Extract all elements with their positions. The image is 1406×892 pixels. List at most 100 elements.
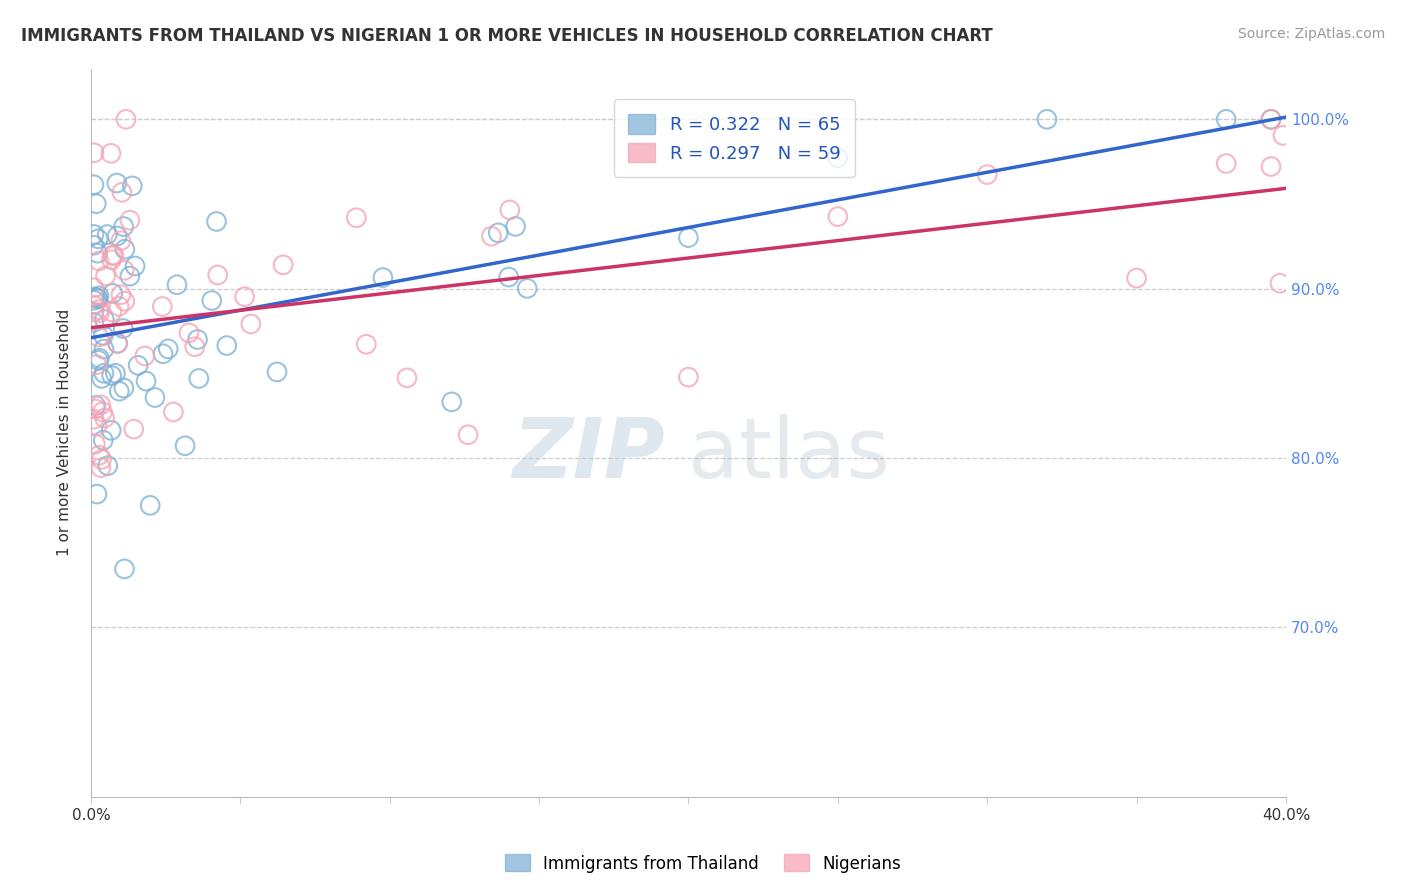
Point xyxy=(89,306,111,320)
Point xyxy=(150,300,173,314)
Point xyxy=(94,268,117,283)
Point xyxy=(356,337,378,351)
Point xyxy=(1215,112,1237,127)
Point xyxy=(201,293,224,308)
Point xyxy=(105,229,128,244)
Point xyxy=(110,287,132,301)
Point xyxy=(93,342,115,356)
Point xyxy=(86,487,108,501)
Point xyxy=(83,293,105,308)
Point xyxy=(481,229,503,244)
Point xyxy=(84,399,107,413)
Point xyxy=(395,371,418,385)
Point xyxy=(87,289,110,303)
Point xyxy=(86,246,108,260)
Point xyxy=(86,196,108,211)
Text: ZIP: ZIP xyxy=(512,414,665,495)
Point xyxy=(371,270,394,285)
Point xyxy=(86,419,108,434)
Point xyxy=(86,358,108,372)
Point xyxy=(266,365,288,379)
Legend: Immigrants from Thailand, Nigerians: Immigrants from Thailand, Nigerians xyxy=(498,847,908,880)
Point xyxy=(1215,156,1237,170)
Point xyxy=(516,281,538,295)
Point xyxy=(93,411,115,425)
Point xyxy=(118,213,141,227)
Point xyxy=(100,252,122,267)
Point xyxy=(118,269,141,284)
Y-axis label: 1 or more Vehicles in Household: 1 or more Vehicles in Household xyxy=(58,309,72,557)
Point xyxy=(89,448,111,462)
Point xyxy=(1260,160,1282,174)
Point xyxy=(184,340,207,354)
Point xyxy=(83,238,105,252)
Point xyxy=(114,562,136,576)
Text: Source: ZipAtlas.com: Source: ZipAtlas.com xyxy=(1237,27,1385,41)
Point xyxy=(110,234,132,248)
Point xyxy=(186,333,208,347)
Point xyxy=(122,422,145,436)
Point xyxy=(121,178,143,193)
Point xyxy=(215,338,238,352)
Point xyxy=(1125,271,1147,285)
Point xyxy=(108,299,131,313)
Point xyxy=(107,336,129,351)
Point xyxy=(271,258,294,272)
Point xyxy=(90,460,112,475)
Point xyxy=(105,176,128,190)
Point xyxy=(83,227,105,242)
Text: atlas: atlas xyxy=(689,414,890,495)
Point xyxy=(91,405,114,419)
Point xyxy=(498,270,520,285)
Point xyxy=(90,398,112,412)
Point xyxy=(1260,112,1282,127)
Point xyxy=(114,242,136,256)
Point xyxy=(101,248,124,262)
Point xyxy=(87,232,110,246)
Point xyxy=(91,433,114,447)
Point xyxy=(486,226,509,240)
Point xyxy=(83,290,105,304)
Point xyxy=(134,349,156,363)
Point xyxy=(104,366,127,380)
Point xyxy=(115,112,138,127)
Point xyxy=(505,219,527,234)
Point xyxy=(114,294,136,309)
Point xyxy=(827,210,849,224)
Point xyxy=(111,186,134,200)
Point xyxy=(344,211,367,225)
Point xyxy=(827,151,849,165)
Point xyxy=(1260,112,1282,127)
Point xyxy=(93,312,115,326)
Point xyxy=(162,405,184,419)
Point xyxy=(1271,128,1294,143)
Point xyxy=(139,499,162,513)
Point xyxy=(143,391,166,405)
Point xyxy=(84,437,107,451)
Point xyxy=(108,384,131,399)
Point xyxy=(87,353,110,368)
Point xyxy=(91,328,114,343)
Point xyxy=(166,277,188,292)
Point xyxy=(83,412,105,426)
Point xyxy=(124,259,146,273)
Point xyxy=(207,268,229,282)
Point xyxy=(112,321,135,335)
Point xyxy=(678,370,700,384)
Point xyxy=(103,248,125,262)
Point xyxy=(101,286,124,301)
Point xyxy=(239,317,262,331)
Point xyxy=(87,292,110,306)
Point xyxy=(112,219,135,234)
Point xyxy=(83,178,105,192)
Point xyxy=(157,342,180,356)
Point xyxy=(90,452,112,467)
Point xyxy=(457,427,479,442)
Point xyxy=(101,305,124,319)
Point xyxy=(440,395,463,409)
Point xyxy=(87,302,110,317)
Point xyxy=(83,315,105,329)
Point xyxy=(97,458,120,473)
Point xyxy=(100,368,122,383)
Point xyxy=(976,168,998,182)
